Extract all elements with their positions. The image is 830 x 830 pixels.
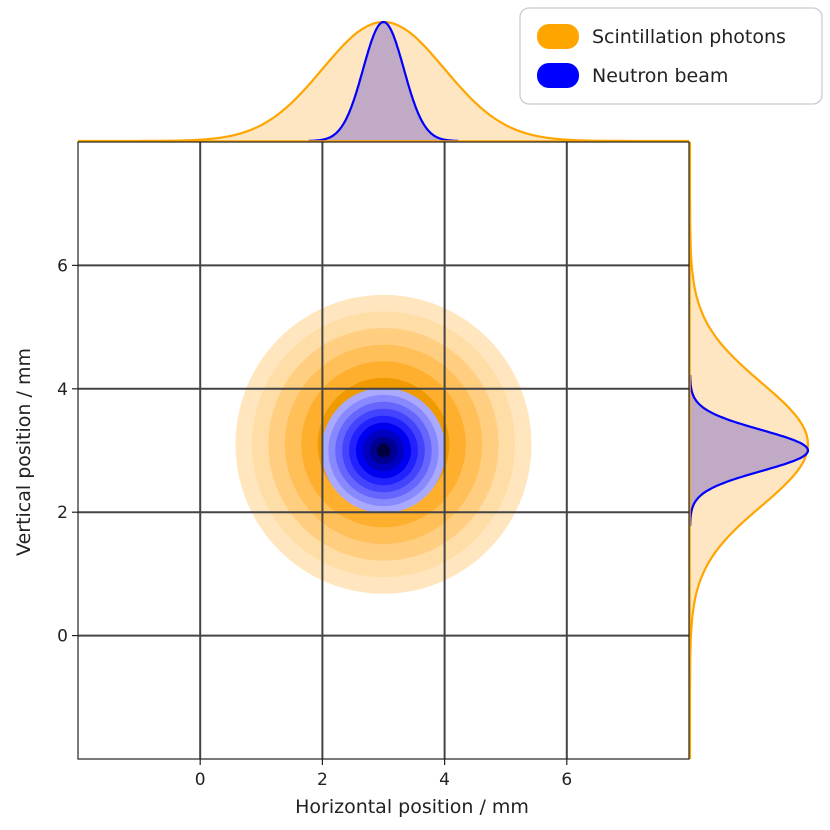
y-tick-label: 2 <box>57 503 68 523</box>
x-tick-label: 6 <box>561 770 572 790</box>
right-marginal-plot <box>688 142 810 759</box>
y-tick-label: 6 <box>57 256 68 276</box>
contour-level-neutron-8 <box>376 443 391 458</box>
legend-label-scintillation: Scintillation photons <box>592 26 786 48</box>
right-marginal-line-neutron <box>689 374 810 527</box>
y-axis-ticks: 0 2 4 6 <box>57 256 78 647</box>
legend: Scintillation photons Neutron beam <box>519 7 823 105</box>
x-axis-ticks: 0 2 4 6 <box>195 759 572 790</box>
top-marginal-fill-neutron <box>308 22 459 141</box>
top-marginal-line-neutron <box>308 20 459 142</box>
x-axis-title: Horizontal position / mm <box>295 796 529 818</box>
x-tick-label: 0 <box>195 770 206 790</box>
plot-border <box>77 141 690 760</box>
top-marginal-plot <box>78 20 689 143</box>
legend-box <box>519 7 823 105</box>
x-tick-label: 4 <box>439 770 450 790</box>
plot-frame <box>77 141 690 760</box>
y-axis-title: Vertical position / mm <box>13 348 35 556</box>
x-tick-label: 2 <box>317 770 328 790</box>
main-contour-panel: 0 2 4 6 0 2 4 6 <box>57 141 690 790</box>
legend-swatch-neutron <box>537 63 579 88</box>
legend-swatch-scintillation <box>537 24 579 49</box>
contour-layers <box>235 294 532 594</box>
gridlines <box>78 142 689 759</box>
legend-label-neutron: Neutron beam <box>592 65 728 87</box>
y-tick-label: 0 <box>57 627 68 647</box>
right-marginal-fill-neutron <box>690 374 808 527</box>
y-tick-label: 4 <box>57 380 68 400</box>
